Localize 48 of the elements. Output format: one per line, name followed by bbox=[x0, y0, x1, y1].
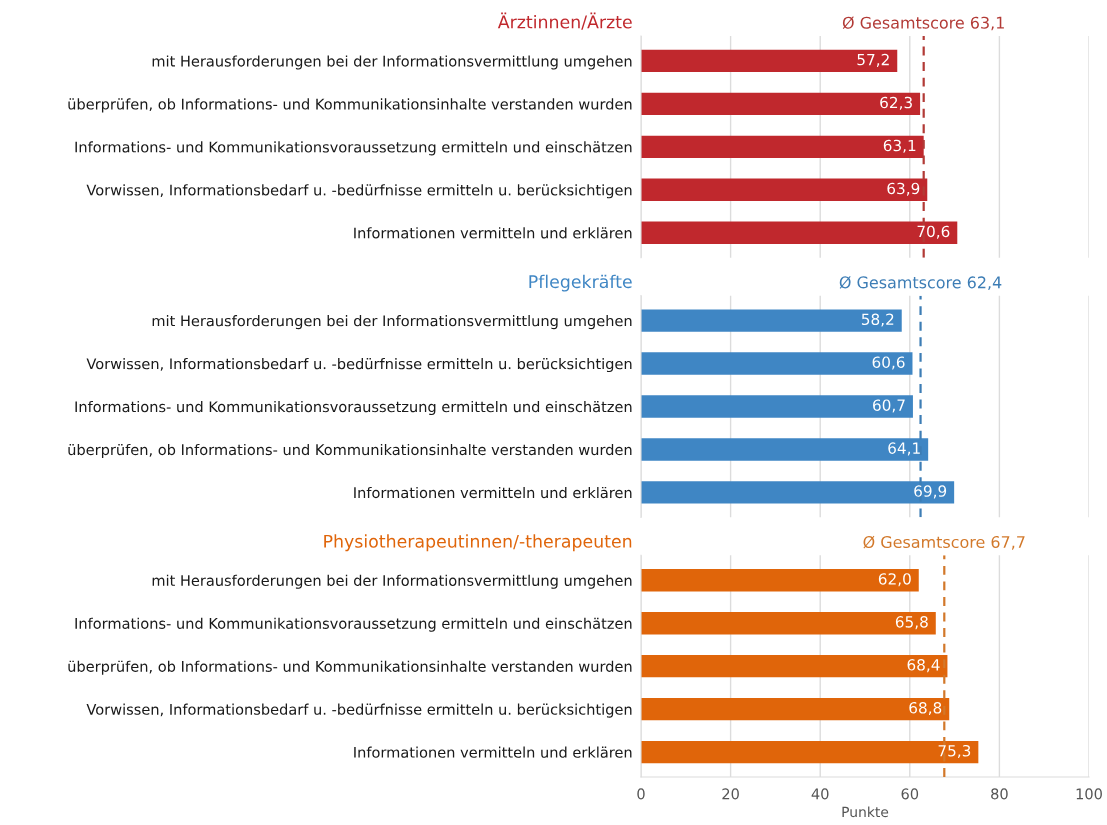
ref-line-label: Ø Gesamtscore 63,1 bbox=[842, 16, 1004, 31]
data-label: 69,9 bbox=[914, 485, 947, 499]
data-label: 58,2 bbox=[861, 313, 894, 327]
y-tick-label: überprüfen, ob Informations- und Kommunikationsinhalte verstanden wurden bbox=[68, 660, 632, 675]
data-label: 64,1 bbox=[888, 442, 920, 456]
data-label: 68,4 bbox=[907, 659, 940, 673]
y-tick-label: Informationen vermitteln und erklären bbox=[354, 746, 632, 758]
data-label: 70,6 bbox=[917, 225, 950, 239]
y-tick-label: Informations- und Kommunikationsvoraussetzung ermitteln und einschätzen bbox=[75, 141, 632, 156]
data-label: 63,1 bbox=[883, 139, 916, 153]
x-tick-label: 0 bbox=[637, 788, 645, 800]
y-tick-label: Vorwissen, Informationsbedarf u. -bedürfnisse ermitteln u. berücksichtigen bbox=[86, 184, 632, 199]
x-tick-label: 20 bbox=[722, 788, 739, 800]
ref-line-label: Ø Gesamtscore 62,4 bbox=[839, 276, 1002, 291]
y-tick-label: Informationen vermitteln und erklären bbox=[354, 486, 632, 499]
data-label: 68,8 bbox=[909, 702, 942, 716]
text: Physiotherapeutinnen/-therapeuten bbox=[324, 534, 632, 552]
data-label: 60,6 bbox=[872, 356, 905, 370]
data-label: 57,2 bbox=[857, 53, 889, 67]
bar bbox=[641, 49, 898, 73]
bar bbox=[641, 135, 924, 158]
bar bbox=[641, 221, 958, 244]
y-tick-label: Informations- und Kommunikationsvoraussetzung ermitteln und einschätzen bbox=[75, 400, 632, 416]
y-tick-label: mit Herausforderungen bei der Informationsvermittlung umgehen bbox=[152, 55, 632, 70]
data-label: 63,9 bbox=[887, 182, 920, 196]
data-label: 75,3 bbox=[938, 744, 971, 759]
x-tick-label: 60 bbox=[901, 788, 919, 800]
y-tick-label: überprüfen, ob Informations- und Kommunikationsinhalte verstanden wurden bbox=[68, 98, 632, 113]
x-tick-label: 100 bbox=[1076, 788, 1102, 800]
y-tick-label: mit Herausforderungen bei der Informationsvermittlung umgehen bbox=[152, 574, 632, 589]
y-tick-label: Vorwissen, Informationsbedarf u. -bedürfnisse ermitteln u. berücksichtigen bbox=[86, 703, 632, 718]
bar bbox=[641, 178, 928, 201]
bar bbox=[641, 92, 921, 116]
y-tick-label: überprüfen, ob Informations- und Kommunikationsinhalte verstanden wurden bbox=[68, 443, 632, 459]
data-label: 65,8 bbox=[895, 616, 928, 630]
y-tick-label: Vorwissen, Informationsbedarf u. -bedürfnisse ermitteln u. berücksichtigen bbox=[86, 358, 632, 373]
chart-title: Ärztinnen/Ärzte bbox=[497, 12, 632, 30]
x-tick-label: 80 bbox=[991, 788, 1008, 800]
y-tick-label: mit Herausforderungen bei der Informationsvermittlung umgehen bbox=[152, 315, 632, 330]
x-tick-label: 40 bbox=[811, 788, 829, 800]
ref-line-label: Ø Gesamtscore 67,7 bbox=[863, 535, 1025, 550]
y-tick-label: Informationen vermitteln und erklären bbox=[354, 227, 632, 239]
data-label: 60,7 bbox=[873, 399, 905, 413]
x-axis-title: Punkte bbox=[842, 806, 889, 818]
data-label: 62,0 bbox=[878, 573, 911, 587]
data-label: 62,3 bbox=[880, 96, 912, 110]
y-tick-label: Informations- und Kommunikationsvoraussetzung ermitteln und einschätzen bbox=[75, 617, 632, 632]
chart-title: Pflegekräfte bbox=[529, 274, 632, 292]
